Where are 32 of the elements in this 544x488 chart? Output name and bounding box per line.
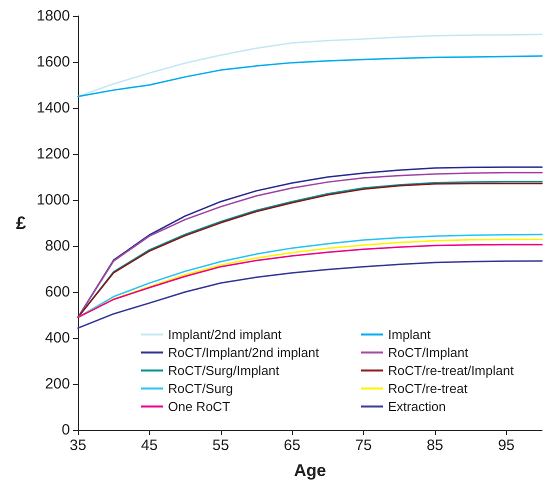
x-tick-label: 75 (355, 437, 372, 454)
x-tick-label: 65 (284, 437, 300, 454)
y-tick-label: 1200 (36, 146, 70, 162)
x-tick-label: 45 (141, 437, 158, 454)
y-tick-label: 400 (44, 330, 70, 346)
legend-label: Extraction (388, 399, 446, 414)
y-tick-label: 0 (62, 422, 70, 438)
legend-label: RoCT/Implant/2nd implant (168, 345, 320, 360)
legend-label: RoCT/Implant (388, 345, 469, 360)
line-series (77, 260, 543, 329)
y-tick-label: 1000 (36, 192, 70, 208)
y-tick-label: 1800 (36, 8, 70, 24)
x-tick-label: 35 (70, 437, 86, 454)
x-tick-label: 95 (498, 437, 515, 454)
y-tick-label: 800 (44, 238, 70, 254)
line-series (77, 34, 543, 98)
y-axis-title: £ (16, 213, 26, 233)
y-tick-label: 200 (44, 376, 70, 392)
legend-label: RoCT/re-treat/Implant (388, 363, 514, 378)
legend-label: Implant (388, 327, 432, 342)
legend-label: RoCT/re-treat (388, 381, 468, 396)
line-series (77, 55, 543, 98)
legend-label: One RoCT (168, 399, 230, 414)
legend-label: RoCT/Surg (168, 381, 234, 396)
x-tick-label: 85 (426, 437, 444, 454)
y-tick-label: 600 (44, 284, 70, 300)
x-axis-title: Age (294, 461, 326, 480)
y-tick-label: 1600 (36, 54, 70, 70)
legend-label: RoCT/Surg/Implant (168, 363, 280, 378)
x-tick-label: 55 (212, 437, 230, 454)
y-tick-label: 1400 (36, 100, 70, 116)
legend-label: Implant/2nd implant (168, 327, 282, 342)
